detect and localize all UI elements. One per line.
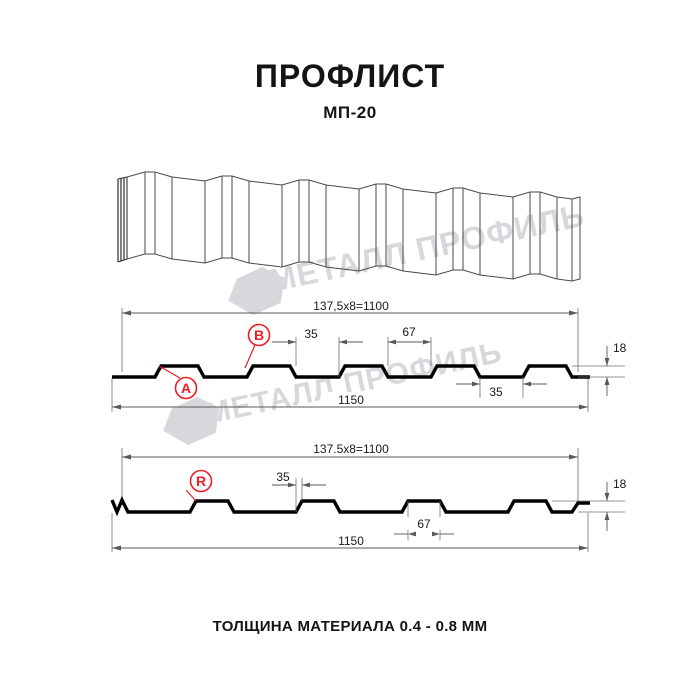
section-a-view: 137,5x8=1100 35 67: [111, 299, 627, 412]
section-b-top-dimension: 137.5x8=1100: [122, 442, 578, 460]
section-b-profile-line: [110, 495, 590, 517]
marker-r-label: R: [196, 473, 206, 489]
marker-b-label: B: [254, 327, 264, 343]
watermark-text-2: МЕТАЛЛ ПРОФИЛЬ: [203, 336, 505, 431]
marker-b[interactable]: B: [244, 323, 271, 369]
section-b-dim-67: 67: [394, 501, 454, 540]
section-b-dim-35-label: 35: [276, 470, 290, 484]
section-a-bottom-dim-label: 1150: [338, 393, 364, 407]
section-b-dim-18: 18: [552, 477, 627, 531]
isometric-profile-view: [117, 171, 581, 282]
section-a-dim-67-label: 67: [402, 325, 416, 339]
section-a-dim-18: 18: [572, 341, 627, 396]
section-b-top-dim-label: 137.5x8=1100: [313, 442, 389, 456]
section-a-dim-35-bottom-label: 35: [489, 385, 503, 399]
marker-a-label: A: [181, 380, 191, 396]
page-subtitle: МП-20: [323, 103, 377, 122]
section-b-bottom-dimension: 1150: [112, 533, 588, 551]
section-b-view: 137.5x8=1100 35: [110, 442, 627, 552]
material-thickness-note: ТОЛЩИНА МАТЕРИАЛА 0.4 - 0.8 ММ: [212, 618, 488, 635]
section-b-bottom-dim-label: 1150: [338, 534, 364, 548]
section-a-dim-67: 67: [387, 325, 432, 366]
section-a-dim-35-top: 35: [272, 327, 363, 377]
section-a-dim-18-label: 18: [613, 341, 627, 355]
section-a-extension-lines: [111, 308, 589, 412]
section-a-dim-35-top-label: 35: [304, 327, 318, 341]
section-b-extension-lines: [111, 448, 589, 552]
section-a-profile-line: [112, 364, 590, 379]
section-a-bottom-dimension: 1150: [112, 392, 588, 410]
section-a-dim-35-bottom: 35: [456, 377, 547, 399]
section-b-dim-67-label: 67: [417, 517, 431, 531]
watermark-section-a: МЕТАЛЛ ПРОФИЛЬ: [163, 336, 505, 446]
section-a-top-dimension: 137,5x8=1100: [122, 299, 578, 316]
page-title: ПРОФЛИСТ: [254, 58, 446, 94]
marker-a[interactable]: A: [158, 365, 198, 400]
section-a-top-dim-label: 137,5x8=1100: [313, 299, 389, 313]
marker-r[interactable]: R: [185, 469, 213, 502]
section-b-dim-18-label: 18: [613, 477, 627, 491]
watermark-isometric: МЕТАЛЛ ПРОФИЛЬ: [228, 197, 588, 316]
section-b-dim-35: 35: [272, 470, 326, 512]
